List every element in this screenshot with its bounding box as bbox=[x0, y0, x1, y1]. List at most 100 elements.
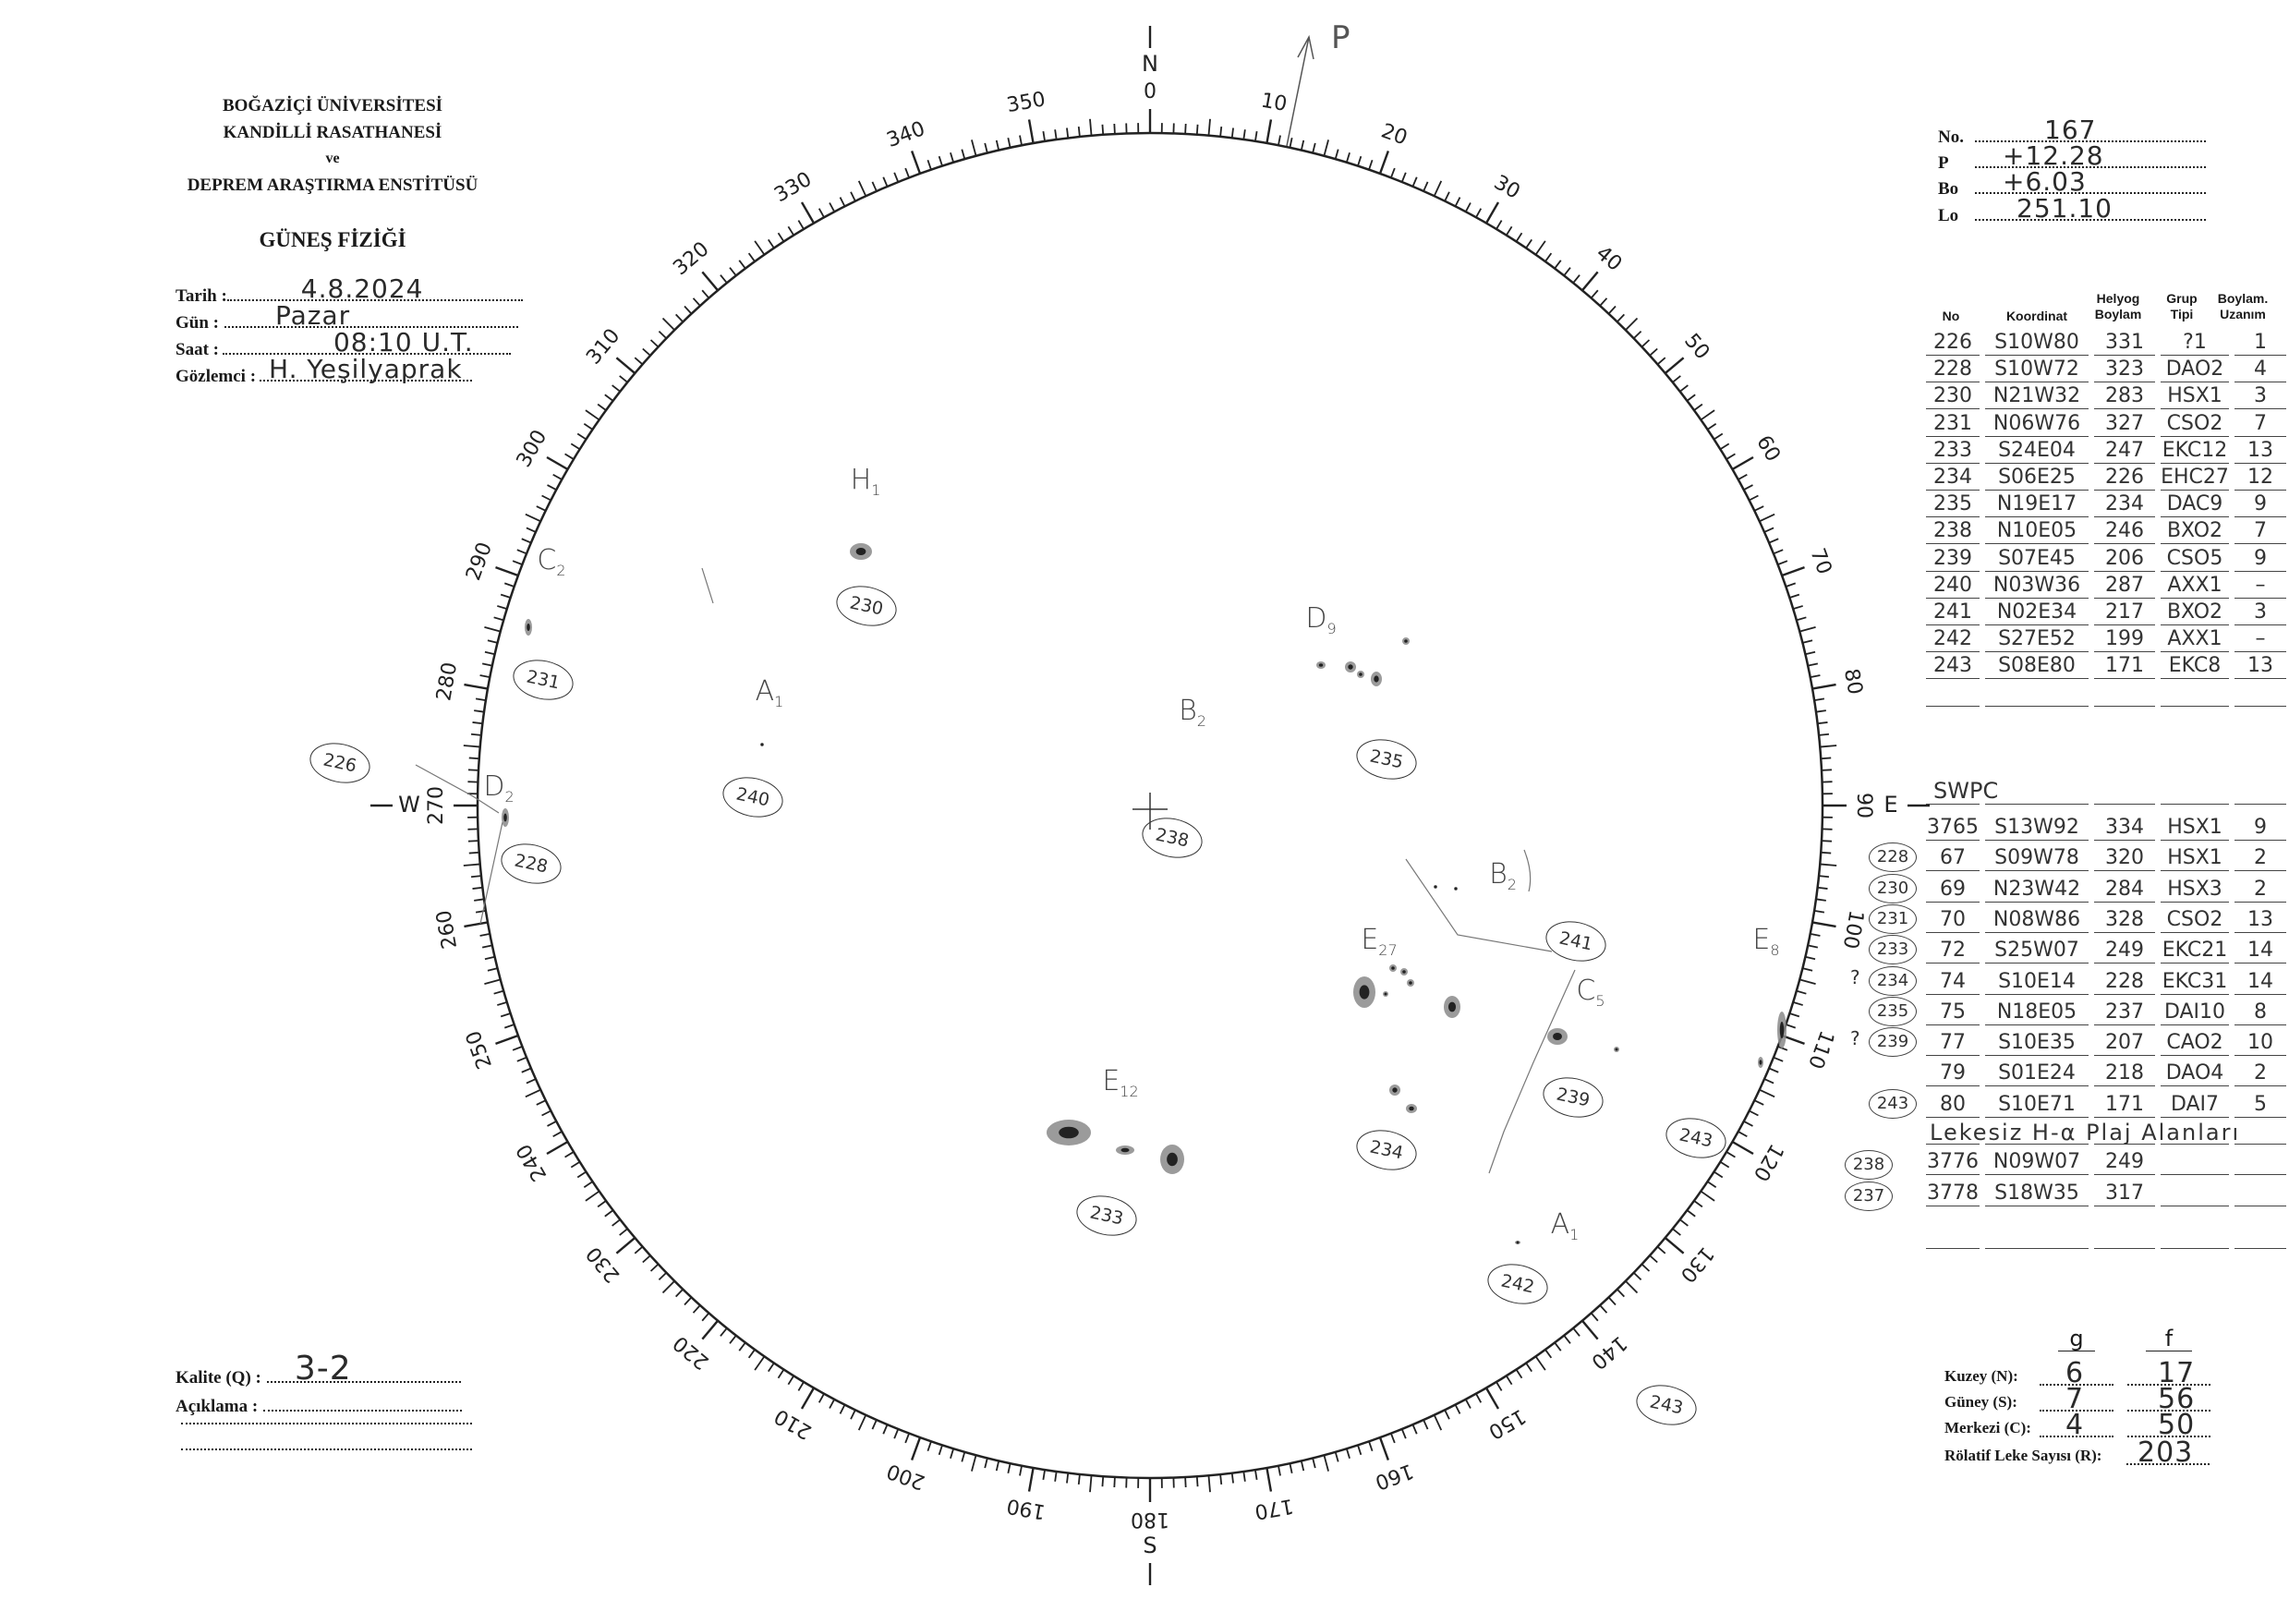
degree-tick bbox=[1815, 709, 1826, 713]
degree-tick bbox=[1027, 1467, 1035, 1492]
degree-tick bbox=[1411, 176, 1418, 188]
group-no: 231 bbox=[1926, 409, 1980, 437]
degree-tick bbox=[1357, 1445, 1362, 1456]
group-type: DAI7 bbox=[2161, 1090, 2229, 1118]
degree-tick bbox=[1444, 191, 1450, 202]
coordinate bbox=[1985, 679, 2089, 707]
degree-tick bbox=[1525, 238, 1532, 248]
group-class-label: A1 bbox=[756, 675, 784, 710]
ephemeris-p: P +12.28 bbox=[1938, 143, 2206, 174]
uncertain-mark: ? bbox=[1850, 1027, 1860, 1050]
degree-tick bbox=[1633, 1272, 1642, 1280]
f-header: f bbox=[2146, 1327, 2192, 1351]
group-type: AXX1 bbox=[2161, 624, 2229, 653]
degree-tick bbox=[1820, 863, 1837, 867]
coordinate: N18E05 bbox=[1985, 998, 2089, 1025]
degree-tick bbox=[701, 1319, 719, 1340]
group-no: 230 bbox=[1926, 382, 1980, 410]
table-row: 233 S24E04 247 EKC12 13 bbox=[1926, 436, 2286, 464]
degree-tick bbox=[1433, 1414, 1443, 1431]
longitude-extent bbox=[2234, 1221, 2286, 1250]
degree-tick bbox=[512, 560, 523, 565]
group-no: 75 bbox=[1926, 998, 1980, 1025]
coordinate: S10E14 bbox=[1985, 967, 2089, 995]
longitude-extent: 2 bbox=[2234, 875, 2286, 903]
degree-tick bbox=[1378, 151, 1390, 175]
degree-tick bbox=[1496, 220, 1503, 230]
degree-tick bbox=[463, 863, 480, 867]
spot-count: 8 bbox=[1770, 941, 1780, 959]
degree-tick bbox=[882, 176, 889, 188]
degree-tick bbox=[1563, 1335, 1571, 1344]
heliographic-longitude: 234 bbox=[2094, 490, 2155, 518]
degree-tick bbox=[675, 1289, 684, 1298]
degree-tick bbox=[1027, 119, 1035, 144]
degree-tick bbox=[1042, 1469, 1047, 1481]
heliographic-longitude: 218 bbox=[2094, 1059, 2155, 1087]
coordinate: N23W42 bbox=[1985, 875, 2089, 903]
degree-tick bbox=[1378, 1436, 1390, 1460]
degree-tick bbox=[1617, 313, 1625, 322]
col-header-type: Grup Tipi bbox=[2166, 291, 2198, 321]
time-label: Saat : bbox=[176, 340, 219, 359]
degree-tick bbox=[1811, 683, 1836, 690]
degree-tick bbox=[552, 1131, 563, 1138]
local-group-ref: 233 bbox=[1869, 935, 1917, 965]
degree-tick bbox=[829, 202, 836, 212]
coordinate: S10E35 bbox=[1985, 1028, 2089, 1057]
degree-label: 320 bbox=[669, 237, 713, 280]
coordinate bbox=[1985, 777, 2089, 805]
group-no: 241 bbox=[1926, 598, 1980, 625]
class-letter: B bbox=[1489, 858, 1508, 891]
degree-tick bbox=[1077, 126, 1081, 138]
group-no: 3776 bbox=[1926, 1147, 1980, 1176]
local-group-ref: 234 bbox=[1869, 965, 1917, 996]
degree-tick bbox=[1649, 347, 1658, 357]
sunspot-umbra bbox=[1359, 673, 1362, 676]
degree-label: 60 bbox=[1751, 431, 1785, 466]
degree-tick bbox=[1266, 119, 1273, 144]
degree-tick bbox=[1590, 1312, 1599, 1322]
degree-tick bbox=[1454, 197, 1461, 207]
degree-tick bbox=[1693, 403, 1703, 411]
sunspot-umbra bbox=[1391, 966, 1395, 970]
longitude-extent: 3 bbox=[2234, 382, 2286, 410]
sunspot-umbra bbox=[1615, 1048, 1618, 1051]
heliographic-longitude: 249 bbox=[2094, 1147, 2155, 1176]
degree-label: 150 bbox=[1484, 1404, 1530, 1444]
class-letter: H bbox=[850, 464, 872, 496]
degree-tick bbox=[463, 745, 480, 748]
degree-tick bbox=[882, 1424, 889, 1435]
degree-tick bbox=[634, 1245, 644, 1254]
degree-tick bbox=[1042, 130, 1047, 142]
longitude-extent bbox=[2234, 679, 2286, 707]
degree-tick bbox=[754, 1355, 766, 1371]
spot-count: 12 bbox=[1120, 1083, 1139, 1100]
degree-tick bbox=[1768, 538, 1779, 544]
table-row: 226 S10W80 331 ?1 1 bbox=[1926, 329, 2286, 356]
degree-tick bbox=[675, 313, 684, 322]
degree-tick bbox=[1113, 123, 1116, 135]
class-letter: E bbox=[1752, 924, 1771, 956]
degree-tick bbox=[1230, 1473, 1234, 1484]
degree-tick bbox=[1066, 1473, 1070, 1484]
degree-tick bbox=[729, 267, 737, 276]
ephemeris-no: No. 167 bbox=[1938, 117, 2206, 148]
table-row: 3778 S18W35 317 237 bbox=[1845, 1180, 2286, 1211]
degree-tick bbox=[1525, 1363, 1532, 1373]
bo-label: Bo bbox=[1938, 179, 1959, 199]
degree-tick bbox=[1749, 1109, 1759, 1117]
sunspot-umbra bbox=[855, 547, 866, 556]
longitude-extent: – bbox=[2234, 571, 2286, 599]
degree-tick bbox=[1679, 384, 1689, 393]
degree-tick bbox=[512, 1046, 523, 1051]
longitude-extent bbox=[2234, 1147, 2286, 1176]
degree-label: 0 bbox=[1144, 80, 1157, 103]
degree-tick bbox=[1289, 1462, 1293, 1474]
degree-tick bbox=[1649, 1254, 1658, 1264]
group-no: 233 bbox=[1926, 436, 1980, 464]
class-letter: C bbox=[1576, 975, 1596, 1007]
group-class-label: E8 bbox=[1752, 924, 1779, 959]
degree-tick bbox=[536, 1099, 547, 1106]
group-no: 235 bbox=[1926, 490, 1980, 518]
